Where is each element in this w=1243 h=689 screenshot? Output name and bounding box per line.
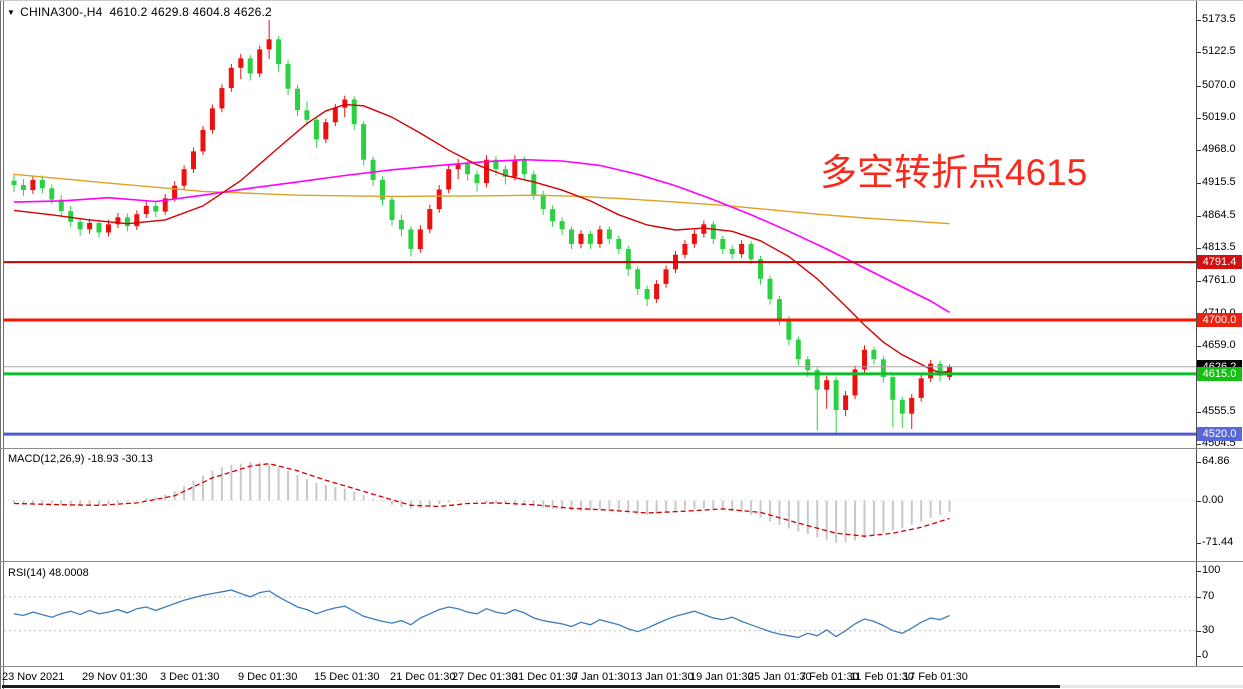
price-tick-label: 5173.5 [1202,13,1236,25]
rsi-line [13,589,950,639]
price-badge-4615.0: 4615.0 [1197,367,1242,381]
rsi-tick-label: 0 [1202,649,1209,661]
bottom-scrollbar-track [1060,685,1243,688]
price-tick-label: 4813.5 [1202,241,1236,253]
price-tick-label-mark [1197,20,1201,21]
time-axis-label: 17 Feb 01:30 [903,671,968,683]
time-axis-label: 3 Dec 01:30 [160,671,220,683]
window-left-border-inner [3,0,4,689]
time-axis-label: 9 Dec 01:30 [238,671,298,683]
time-axis-label: 29 Nov 01:30 [82,671,148,683]
price-tick-label: 4555.5 [1202,405,1236,417]
ma-slow-line [13,173,950,225]
macd-histogram [13,462,951,543]
time-axis-label: 21 Dec 01:30 [390,671,456,683]
price-badge-4791.4: 4791.4 [1197,255,1242,269]
time-axis-label: 25 Jan 01:30 [748,671,812,683]
rsi-tick-label-mark [1197,571,1201,572]
time-axis-label: 23 Nov 2021 [2,671,65,683]
price-tick-label: 5070.0 [1202,79,1236,91]
panel-divider-2[interactable] [0,561,1243,562]
price-tick-label-mark [1197,150,1201,151]
price-tick-label: 5122.5 [1202,45,1236,57]
price-tick-label-mark [1197,183,1201,184]
bottom-scrollbar[interactable] [2,685,1060,688]
price-tick-label: 4915.5 [1202,176,1236,188]
price-tick-label: 4968.0 [1202,143,1236,155]
macd-tick-label-mark [1197,462,1201,463]
macd-indicator-label: MACD(12,26,9) -18.93 -30.13 [8,453,153,465]
time-axis-label: 31 Dec 01:30 [512,671,578,683]
price-tick-label: 4761.0 [1202,274,1236,286]
time-axis-label: 19 Jan 01:30 [690,671,754,683]
price-tick-label: 4864.5 [1202,209,1236,221]
rsi-tick-label-mark [1197,656,1201,657]
price-badge-4520.0: 4520.0 [1197,427,1242,441]
price-tick-label-mark [1197,86,1201,87]
scale-separator [1196,0,1197,667]
macd-tick-label: -71.44 [1202,536,1234,548]
time-axis-label: 7 Feb 01:30 [800,671,859,683]
window-top-border [0,0,1243,1]
time-axis-label: 27 Dec 01:30 [452,671,518,683]
macd-signal-line [13,463,950,537]
price-tick-label: 5019.0 [1202,111,1236,123]
macd-tick-label: 0.00 [1202,494,1224,506]
symbol-period-label: CHINA300-,H4 [20,5,103,19]
rsi-indicator-label: RSI(14) 48.0008 [8,567,89,579]
candles-group [11,20,952,434]
rsi-tick-label: 100 [1202,564,1221,576]
macd-tick-label-mark [1197,501,1201,502]
chart-title: ▼ CHINA300-,H4 4610.2 4629.8 4604.8 4626.… [7,5,272,19]
price-tick-label-mark [1197,412,1201,413]
ma-mid-line [13,158,950,314]
rsi-tick-label-mark [1197,631,1201,632]
price-tick-label-mark [1197,216,1201,217]
price-tick-label-mark [1197,248,1201,249]
time-axis-label: 13 Jan 01:30 [630,671,694,683]
time-axis-label: 15 Dec 01:30 [314,671,380,683]
price-badge-4700.0: 4700.0 [1197,313,1242,327]
rsi-tick-label-mark [1197,597,1201,598]
ma-fast-line [13,103,950,374]
rsi-tick-label: 70 [1202,590,1215,602]
rsi-tick-label: 30 [1202,624,1215,636]
panel-divider-1[interactable] [0,448,1243,449]
price-tick-label: 4659.0 [1202,339,1236,351]
window-left-border-outer [0,0,1,689]
macd-tick-label-mark [1197,543,1201,544]
price-tick-label-mark [1197,52,1201,53]
price-tick-label-mark [1197,118,1201,119]
chart-annotation-text[interactable]: 多空转折点4615 [820,152,1088,193]
price-tick-label-mark [1197,281,1201,282]
time-scale-divider [0,666,1243,667]
collapse-arrow-icon[interactable]: ▼ [7,8,16,17]
price-tick-label-mark [1197,346,1201,347]
macd-tick-label: 64.86 [1202,455,1230,467]
time-axis-label: 7 Jan 01:30 [572,671,630,683]
price-tick-label-mark [1197,444,1201,445]
ohlc-values: 4610.2 4629.8 4604.8 4626.2 [109,5,272,19]
time-axis-label: 11 Feb 01:30 [850,671,915,683]
